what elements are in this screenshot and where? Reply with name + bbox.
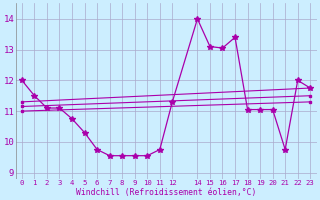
X-axis label: Windchill (Refroidissement éolien,°C): Windchill (Refroidissement éolien,°C) (76, 188, 256, 197)
